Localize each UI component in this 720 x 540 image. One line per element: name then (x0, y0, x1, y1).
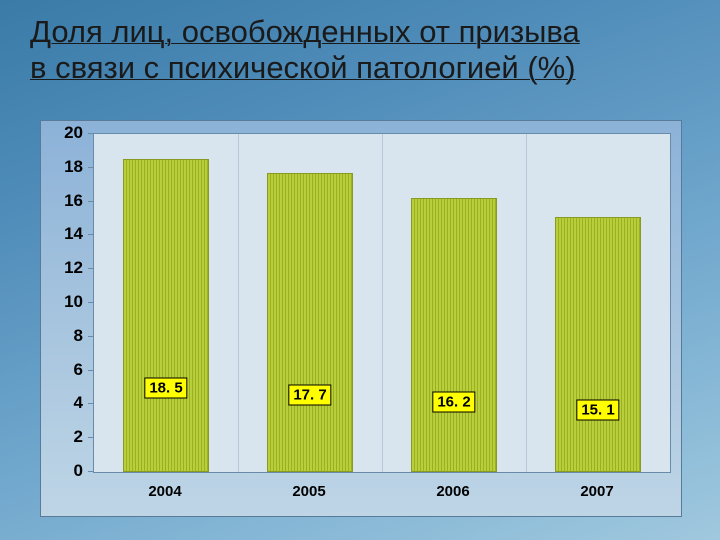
y-tick-mark (88, 336, 93, 337)
chart-bar (411, 198, 497, 472)
title-line-2: в связи с психической патологией (%) (30, 50, 576, 85)
y-tick-label: 0 (74, 461, 83, 481)
y-tick-mark (88, 268, 93, 269)
x-category-label: 2005 (292, 483, 325, 500)
chart-bar (555, 217, 641, 472)
gridline-vertical (238, 134, 239, 472)
y-tick-mark (88, 133, 93, 134)
gridline-vertical (382, 134, 383, 472)
gridline-vertical (526, 134, 527, 472)
y-tick-label: 16 (64, 191, 83, 211)
y-tick-label: 12 (64, 258, 83, 278)
slide-title: Доля лиц, освобожденных от призыва в свя… (30, 14, 690, 85)
y-tick-mark (88, 167, 93, 168)
y-tick-label: 8 (74, 326, 83, 346)
x-category-label: 2007 (580, 483, 613, 500)
y-tick-label: 10 (64, 292, 83, 312)
y-tick-label: 18 (64, 157, 83, 177)
bar-value-label: 18. 5 (144, 377, 187, 398)
y-tick-mark (88, 234, 93, 235)
bar-value-label: 16. 2 (432, 391, 475, 412)
y-tick-label: 20 (64, 123, 83, 143)
bar-value-label: 17. 7 (288, 384, 331, 405)
y-tick-mark (88, 437, 93, 438)
x-category-label: 2006 (436, 483, 469, 500)
y-tick-label: 2 (74, 427, 83, 447)
chart-plot-area: 18. 5 17. 7 16. 2 15. 1 (93, 133, 671, 473)
title-line-1: Доля лиц, освобожденных от призыва (30, 14, 580, 49)
y-tick-mark (88, 471, 93, 472)
bar-value-label: 15. 1 (576, 399, 619, 420)
x-category-label: 2004 (148, 483, 181, 500)
y-tick-label: 4 (74, 393, 83, 413)
y-tick-label: 6 (74, 360, 83, 380)
y-tick-mark (88, 370, 93, 371)
chart-bar (267, 173, 353, 472)
chart-container: 18. 5 17. 7 16. 2 15. 1 0 2 4 6 8 10 12 14 16 18 20 20… (40, 120, 682, 517)
y-tick-mark (88, 201, 93, 202)
y-tick-mark (88, 403, 93, 404)
y-tick-mark (88, 302, 93, 303)
y-tick-label: 14 (64, 224, 83, 244)
chart-bar (123, 159, 209, 472)
